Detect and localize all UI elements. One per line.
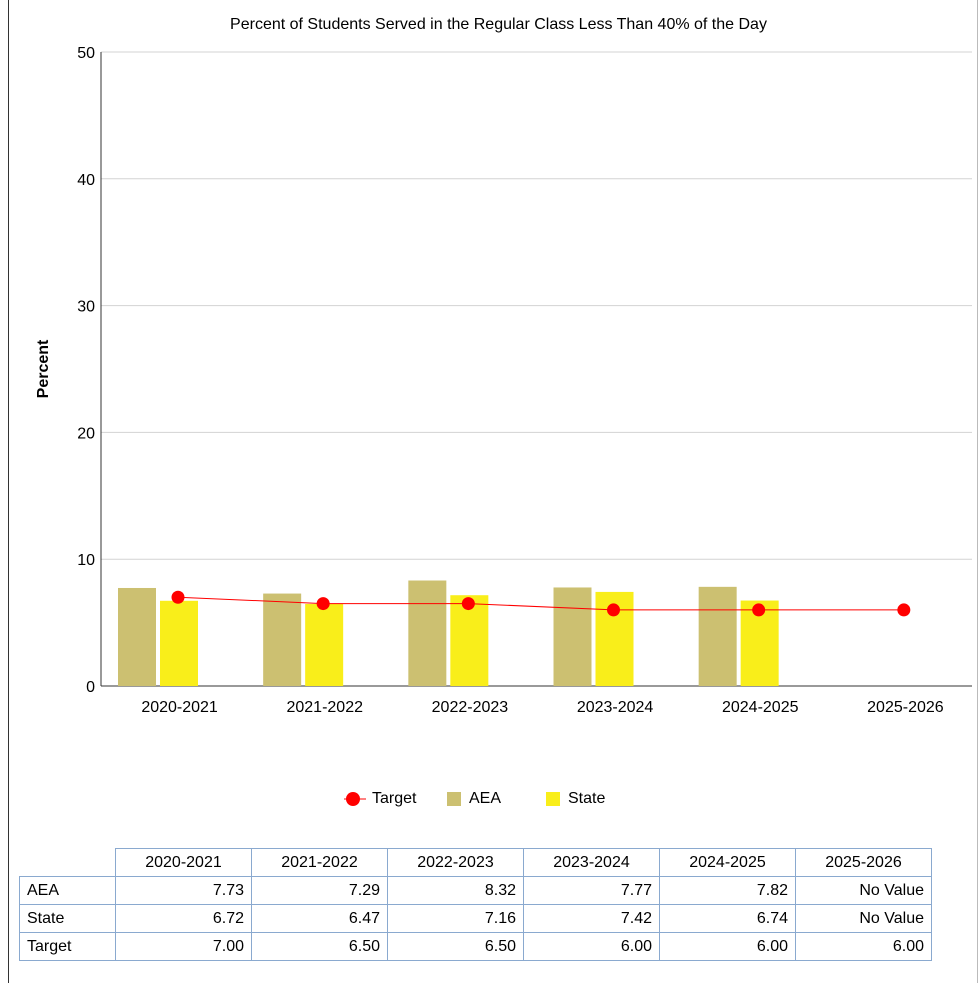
table-row: Target 7.00 6.50 6.50 6.00 6.00 6.00	[19, 932, 932, 961]
table-corner-cell	[19, 848, 116, 877]
bar-aea	[263, 593, 302, 686]
target-marker	[461, 597, 475, 611]
bar-aea	[118, 587, 156, 686]
table-cell: 8.32	[387, 876, 524, 905]
table-cell: 7.73	[115, 876, 252, 905]
legend-target-marker	[344, 792, 366, 806]
y-tick-label: 30	[77, 299, 95, 316]
legend-aea-swatch	[447, 792, 461, 806]
table-cell: 7.77	[523, 876, 660, 905]
target-marker	[897, 603, 911, 617]
table-column-header: 2021-2022	[251, 848, 388, 877]
table-column-header: 2020-2021	[115, 848, 252, 877]
target-marker	[607, 603, 620, 617]
bar-state	[160, 600, 198, 686]
table-cell: 7.42	[523, 904, 660, 933]
table-cell: No Value	[795, 876, 932, 905]
chart-legend: Target AEA State	[0, 790, 979, 814]
legend-item-aea[interactable]: AEA	[447, 790, 501, 808]
table-cell: 6.00	[523, 932, 660, 961]
data-table: 2020-2021 2021-2022 2022-2023 2023-2024 …	[19, 848, 932, 961]
y-tick-label: 0	[86, 679, 95, 696]
table-cell: 6.74	[659, 904, 796, 933]
table-column-header: 2024-2025	[659, 848, 796, 877]
table-cell: 6.47	[251, 904, 388, 933]
table-row: State 6.72 6.47 7.16 7.42 6.74 No Value	[19, 904, 932, 933]
chart-plot: 0 10 20 30 40 50 Percent 2020-2021 2021-2022 2022…	[35, 45, 972, 716]
table-column-header: 2023-2024	[523, 848, 660, 877]
table-cell: 7.82	[659, 876, 796, 905]
table-cell: 6.50	[387, 932, 524, 961]
x-tick-label: 2021-2022	[286, 699, 363, 716]
table-cell: 6.00	[659, 932, 796, 961]
legend-item-target[interactable]: Target	[344, 790, 416, 808]
table-cell: 7.29	[251, 876, 388, 905]
x-tick-label: 2022-2023	[432, 699, 509, 716]
table-cell: 6.72	[115, 904, 252, 933]
legend-item-state[interactable]: State	[546, 790, 605, 808]
bar-aea	[408, 580, 447, 686]
y-tick-label: 20	[77, 425, 95, 442]
bar-aea	[553, 587, 592, 686]
table-row-label: AEA	[19, 876, 116, 905]
target-marker	[752, 603, 766, 617]
legend-label-aea: AEA	[469, 790, 502, 807]
y-tick-label: 10	[77, 552, 95, 569]
x-tick-label: 2024-2025	[722, 699, 799, 716]
table-cell: 6.00	[795, 932, 932, 961]
table-header-row: 2020-2021 2021-2022 2022-2023 2023-2024 …	[19, 848, 932, 877]
target-marker	[171, 590, 185, 604]
y-tick-label: 40	[77, 172, 95, 189]
target-line	[177, 596, 904, 611]
x-tick-label: 2020-2021	[141, 699, 218, 716]
table-cell: 7.00	[115, 932, 252, 961]
bar-state	[450, 595, 489, 686]
table-column-header: 2025-2026	[795, 848, 932, 877]
table-row: AEA 7.73 7.29 8.32 7.77 7.82 No Value	[19, 876, 932, 905]
target-marker	[316, 597, 330, 611]
bar-aea	[698, 586, 737, 686]
table-row-label: Target	[19, 932, 116, 961]
table-cell: 6.50	[251, 932, 388, 961]
table-row-label: State	[19, 904, 116, 933]
chart-frame	[8, 0, 978, 983]
x-tick-label: 2023-2024	[577, 699, 654, 716]
table-column-header: 2022-2023	[387, 848, 524, 877]
legend-label-state: State	[568, 790, 606, 807]
legend-state-swatch	[546, 792, 560, 806]
y-axis-label: Percent	[35, 339, 52, 398]
y-tick-label: 50	[77, 45, 95, 62]
chart-title: Percent of Students Served in the Regula…	[230, 16, 767, 33]
table-cell: No Value	[795, 904, 932, 933]
bar-state	[305, 603, 344, 686]
x-tick-label: 2025-2026	[867, 699, 944, 716]
legend-label-target: Target	[372, 790, 417, 807]
table-cell: 7.16	[387, 904, 524, 933]
